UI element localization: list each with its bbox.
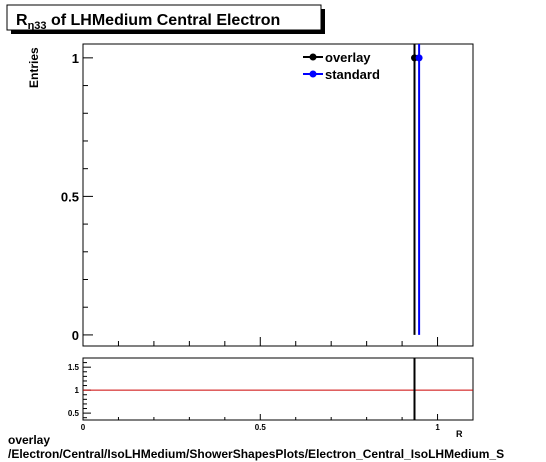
main-x-ticks: [82, 337, 474, 346]
y-axis-label: Entries: [27, 47, 41, 88]
legend-marker-overlay: [309, 53, 317, 61]
title-box: Rη33 of LHMedium Central Electron: [6, 4, 325, 34]
footer-line-2: /Electron/Central/IsoLHMedium/ShowerShap…: [8, 447, 505, 461]
ratio-y-tick-label: 1: [75, 386, 80, 395]
y-tick-label: 0.5: [61, 189, 79, 204]
legend-label-standard: standard: [325, 67, 380, 82]
ratio-y-ticks: 0.5 1 1.5: [68, 362, 91, 419]
y-tick-label: 0: [72, 328, 79, 343]
x-tick-label: 0.5: [255, 423, 267, 432]
ratio-series: [83, 358, 473, 420]
svg-text:Rη33 of LHMedium Central Elec: Rη33 of LHMedium Central Electron: [16, 12, 280, 32]
x-axis-label: R: [456, 429, 463, 439]
x-tick-label: 0: [81, 423, 86, 432]
ratio-plot-frame: [82, 357, 474, 421]
x-tick-label: 1: [435, 423, 440, 432]
legend: overlay standard: [303, 50, 380, 82]
main-plot-frame: [82, 43, 474, 347]
ratio-y-tick-label: 0.5: [68, 409, 80, 418]
footer-line-1: overlay: [8, 433, 51, 447]
title-rest: of LHMedium Central Electron: [47, 12, 281, 29]
title-main: R: [16, 12, 28, 29]
legend-label-overlay: overlay: [325, 50, 371, 65]
title-subscript: η33: [28, 20, 47, 32]
legend-marker-standard: [309, 70, 317, 78]
series-point-standard: [415, 54, 423, 62]
ratio-x-ticks: 0 0.5 1: [81, 414, 474, 432]
ratio-y-tick-label: 1.5: [68, 363, 80, 372]
y-tick-label: 1: [72, 51, 79, 66]
main-y-ticks: 00.51: [61, 51, 93, 343]
main-series: [411, 44, 423, 335]
